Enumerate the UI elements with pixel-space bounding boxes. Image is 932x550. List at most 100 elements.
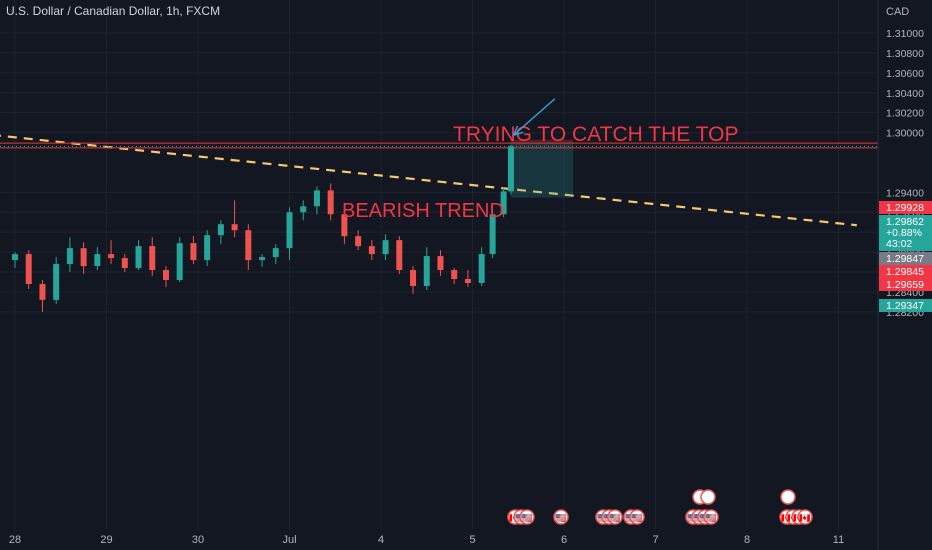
price-tag-green-bg: [879, 299, 932, 312]
chart-title: U.S. Dollar / Canadian Dollar, 1h, FXCM: [6, 4, 221, 18]
annotations: TRYING TO CATCH THE TOP BEARISH TREND: [342, 123, 739, 222]
event-flag-icon: [700, 489, 716, 505]
candle-body: [327, 190, 334, 215]
candle-body: [245, 230, 252, 261]
y-tick-label: 1.29400: [886, 187, 924, 199]
x-tick-label: Jul: [282, 534, 296, 546]
event-flag-icon: [797, 509, 813, 525]
candle-body: [489, 214, 496, 255]
price-labels: 1.299281.29862+0.88%43:021.298471.298451…: [879, 201, 932, 312]
candles: [12, 144, 514, 312]
price-tag-current-text: 1.29862: [886, 216, 924, 228]
event-flag-glyph: 🇺🇸: [521, 513, 532, 523]
candle-body: [410, 270, 417, 286]
x-tick-label: 8: [744, 534, 750, 546]
candle-body: [217, 224, 224, 236]
stop-loss-zone: [510, 139, 574, 144]
candle-body: [437, 256, 444, 271]
x-tick-label: 11: [833, 534, 844, 546]
y-tick-label: 1.30200: [886, 108, 924, 120]
y-tick-label: 1.31000: [886, 28, 924, 40]
price-tag-green-text: 1.29347: [886, 300, 924, 312]
event-markers: 🇨🇦🇺🇸🇺🇸🇺🇸🇺🇸🇺🇸🇺🇸🇺🇸🇺🇸🇺🇸🇺🇸🇺🇸🇺🇸🇨🇦🇨🇦🇨🇦🇨🇦: [507, 489, 813, 525]
candle-body: [149, 246, 156, 271]
time-axis[interactable]: 28 29 30 Jul 4 5 6 7 8 11: [9, 534, 844, 546]
event-flag-icon: [607, 509, 623, 525]
event-flag-icon: [519, 509, 535, 525]
y-tick-label: 1.30400: [886, 88, 924, 100]
candle-body: [39, 283, 46, 300]
candle-body: [190, 243, 197, 261]
candle-body: [135, 246, 142, 269]
event-flag-icon: [780, 489, 796, 505]
event-flag-icon: [703, 509, 719, 525]
x-tick-label: 4: [378, 534, 384, 546]
price-tag-grey-bg: [879, 252, 932, 265]
candle-body: [286, 212, 293, 249]
x-tick-label: 28: [9, 534, 21, 546]
candle-body: [204, 235, 211, 261]
take-profit-zone: [510, 143, 574, 198]
x-tick-label: 5: [469, 534, 475, 546]
candle-body: [80, 248, 87, 267]
x-tick-label: 30: [192, 534, 204, 546]
candle-body: [382, 240, 389, 255]
y-tick-label: 1.30000: [886, 128, 924, 140]
y-tick-label: 1.30800: [886, 48, 924, 60]
event-flag-icon: [629, 509, 645, 525]
candle-body: [341, 214, 348, 237]
event-flag-icon: [553, 509, 569, 525]
price-tag-red-text: 1.29659: [886, 279, 924, 291]
candle-body: [368, 246, 375, 255]
candle-body: [478, 254, 485, 283]
annotation-trend-text: BEARISH TREND: [342, 200, 504, 222]
candle-body: [53, 264, 60, 300]
x-tick-label: 7: [652, 534, 658, 546]
annotation-arrow: [512, 98, 556, 137]
price-tag-tp-text: 1.29928: [886, 202, 924, 214]
candle-body: [121, 258, 128, 269]
candle-body: [25, 254, 32, 284]
candle-body: [300, 206, 307, 213]
candle-body: [272, 248, 279, 258]
price-tag-current-text: +0.88%: [886, 227, 922, 239]
event-flag-glyph: 🇺🇸: [555, 513, 566, 523]
price-tag-tp-bg: [879, 201, 932, 214]
price-tag-current-bg: [879, 215, 932, 251]
event-flag-glyph: 🇺🇸: [609, 513, 620, 523]
candle-body: [162, 270, 169, 281]
candle-body: [396, 240, 403, 271]
candle-body: [451, 270, 458, 280]
trendline-layer: [0, 134, 857, 227]
candle-body: [12, 254, 18, 261]
event-flag-glyph: 🇺🇸: [631, 513, 642, 523]
x-tick-label: 29: [100, 534, 112, 546]
price-tag-red-bg: [879, 265, 932, 278]
event-flag-glyph: 🇨🇦: [799, 513, 810, 523]
candle-body: [108, 254, 115, 259]
candle-body: [94, 254, 101, 267]
arrow-head: [512, 125, 524, 137]
price-tag-red-bg: [879, 278, 932, 291]
candle-body: [259, 257, 266, 261]
position-box[interactable]: [510, 139, 574, 198]
price-tag-current-text: 43:02: [886, 238, 912, 250]
candle-body: [176, 243, 183, 281]
candle-body: [500, 191, 507, 215]
candle-body: [66, 248, 73, 265]
annotation-top-text: TRYING TO CATCH THE TOP: [453, 123, 739, 146]
y-tick-label: 1.30600: [886, 68, 924, 80]
trendline: [0, 134, 857, 227]
event-flag-glyph: 🇺🇸: [705, 513, 716, 523]
candle-body: [507, 146, 514, 192]
x-tick-label: 6: [561, 534, 567, 546]
candle-body: [313, 190, 320, 207]
price-tag-grey-text: 1.29847: [886, 253, 924, 265]
candle-body: [355, 236, 362, 247]
arrow-shaft: [513, 98, 556, 136]
currency-label: CAD: [886, 6, 909, 18]
price-tag-red-text: 1.29845: [886, 266, 924, 278]
candle-body: [423, 256, 430, 286]
